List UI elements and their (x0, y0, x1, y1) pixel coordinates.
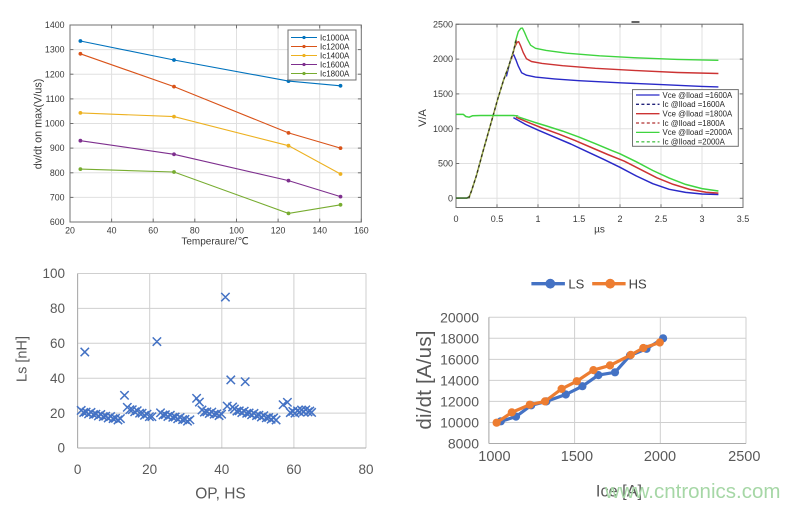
svg-text:2500: 2500 (728, 449, 760, 465)
svg-text:80: 80 (190, 226, 200, 236)
svg-text:10000: 10000 (440, 415, 479, 431)
svg-text:di/dt [A/us]: di/dt [A/us] (413, 330, 436, 429)
svg-text:1300: 1300 (45, 45, 65, 55)
svg-text:0: 0 (448, 193, 453, 203)
svg-text:Ic1600A: Ic1600A (320, 60, 350, 69)
svg-text:1000: 1000 (45, 119, 65, 129)
svg-text:800: 800 (50, 168, 65, 178)
svg-text:Ic1800A: Ic1800A (320, 69, 350, 78)
svg-text:HS: HS (629, 276, 647, 291)
svg-text:12000: 12000 (440, 393, 479, 409)
svg-text:1000: 1000 (433, 124, 453, 134)
svg-text:µs: µs (594, 225, 605, 236)
svg-text:0.5: 0.5 (491, 214, 504, 224)
svg-text:60: 60 (50, 336, 65, 351)
svg-text:1500: 1500 (561, 449, 593, 465)
svg-text:www.cntronics.com: www.cntronics.com (604, 480, 780, 503)
svg-text:2500: 2500 (433, 19, 453, 29)
svg-text:LS: LS (568, 276, 584, 291)
svg-text:700: 700 (50, 193, 65, 203)
svg-text:2000: 2000 (644, 449, 676, 465)
svg-text:Ic @Iload =2000A: Ic @Iload =2000A (663, 138, 726, 147)
svg-text:1: 1 (535, 214, 540, 224)
svg-text:40: 40 (214, 462, 229, 477)
svg-text:Ic1000A: Ic1000A (320, 33, 350, 42)
svg-text:Ice [A]: Ice [A] (596, 483, 642, 501)
svg-text:1100: 1100 (46, 94, 65, 104)
svg-text:2.5: 2.5 (655, 214, 668, 224)
svg-text:Vce @Iload =2000A: Vce @Iload =2000A (663, 128, 733, 137)
svg-text:40: 40 (50, 371, 65, 386)
svg-text:20000: 20000 (440, 309, 479, 325)
svg-text:14000: 14000 (440, 372, 479, 388)
svg-text:0: 0 (74, 462, 82, 477)
svg-text:0: 0 (57, 441, 65, 456)
svg-text:Vce @Iload =1600A: Vce @Iload =1600A (663, 91, 733, 100)
svg-text:1.5: 1.5 (573, 214, 586, 224)
svg-text:V/A: V/A (417, 108, 429, 126)
svg-text:OP, HS: OP, HS (195, 486, 246, 503)
svg-text:120: 120 (271, 226, 286, 236)
svg-text:3.5: 3.5 (737, 214, 750, 224)
svg-text:dv/dt on max(V/us): dv/dt on max(V/us) (33, 79, 45, 170)
svg-text:Ic @Iload =1800A: Ic @Iload =1800A (663, 119, 726, 128)
svg-text:20: 20 (65, 226, 75, 236)
svg-text:1400: 1400 (45, 20, 65, 30)
svg-text:60: 60 (286, 462, 301, 477)
svg-text:20: 20 (142, 462, 157, 477)
svg-text:500: 500 (438, 159, 453, 169)
svg-text:600: 600 (50, 217, 65, 227)
svg-text:100: 100 (229, 226, 244, 236)
svg-text:Vce @Iload =1800A: Vce @Iload =1800A (663, 110, 733, 119)
svg-text:2: 2 (617, 214, 622, 224)
svg-text:3: 3 (699, 214, 704, 224)
svg-text:60: 60 (148, 226, 158, 236)
svg-text:80: 80 (50, 301, 65, 316)
svg-text:900: 900 (50, 143, 65, 153)
svg-text:Ls [nH]: Ls [nH] (15, 336, 31, 382)
svg-text:18000: 18000 (440, 330, 479, 346)
svg-text:140: 140 (312, 226, 327, 236)
svg-text:2000: 2000 (433, 54, 453, 64)
svg-text:100: 100 (42, 266, 65, 281)
svg-text:Temperaure/℃: Temperaure/℃ (181, 237, 248, 248)
svg-text:8000: 8000 (448, 436, 479, 452)
svg-text:Ic1200A: Ic1200A (320, 42, 350, 51)
svg-text:16000: 16000 (440, 351, 479, 367)
svg-text:20: 20 (50, 406, 65, 421)
svg-text:0: 0 (453, 214, 458, 224)
svg-text:1000: 1000 (478, 449, 510, 465)
svg-text:1200: 1200 (45, 69, 65, 79)
svg-text:1500: 1500 (433, 89, 453, 99)
svg-text:160: 160 (354, 226, 369, 236)
svg-text:Ic1400A: Ic1400A (320, 51, 350, 60)
svg-text:80: 80 (358, 462, 373, 477)
svg-text:Ic @Iload =1600A: Ic @Iload =1600A (663, 100, 726, 109)
svg-text:40: 40 (107, 226, 117, 236)
